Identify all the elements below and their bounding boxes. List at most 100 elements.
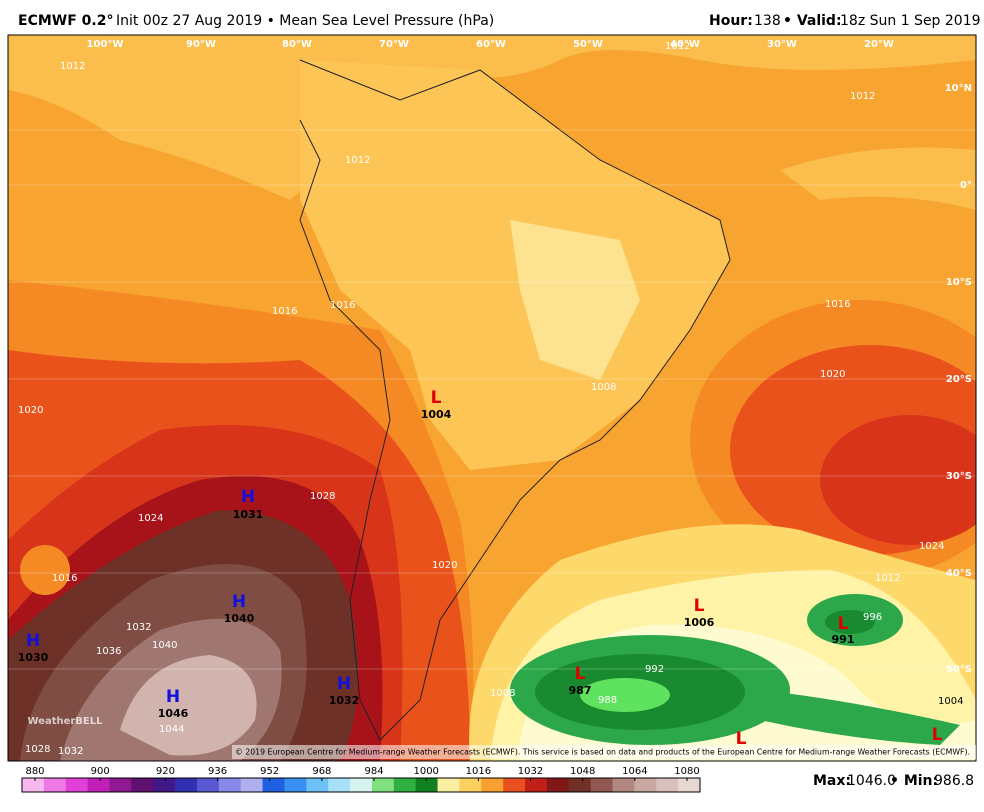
pressure-centers: H 1031 H 1040 H 1030 H 1046 H 1032 L 100…	[18, 388, 943, 749]
contour-label: 1012	[665, 41, 690, 52]
map-frame	[7, 34, 977, 762]
center-value: 1006	[684, 616, 715, 629]
colorbar-swatch	[218, 778, 242, 792]
copyright-bg	[232, 745, 976, 759]
model: ECMWF 0.2°	[18, 13, 113, 29]
center-value: 1031	[233, 508, 264, 521]
lon-label: 60°W	[476, 39, 506, 50]
low-symbol: L	[838, 614, 849, 634]
colorbar-swatch	[175, 778, 198, 792]
contour-label: 1016	[52, 573, 77, 584]
colorbar-swatch	[153, 778, 176, 792]
colorbar-swatch	[459, 778, 482, 792]
contour-label: 1020	[432, 560, 457, 571]
colorbar-frame	[21, 777, 701, 793]
colorbar-swatch	[65, 778, 89, 792]
colorbar-swatch	[43, 778, 67, 792]
lon-label: 20°W	[864, 39, 894, 50]
lat-label: 10°S	[946, 277, 972, 288]
contour-labels: 1012 1012 1012 1012 1016 1016 1016 1016 …	[18, 41, 963, 757]
lon-label: 70°W	[379, 39, 409, 50]
colorbar-swatch	[306, 778, 329, 792]
colorbar-tick-label: 880	[25, 766, 44, 777]
contour-label: 1012	[60, 61, 85, 72]
contour-label: 1036	[96, 646, 121, 657]
graticule-labels: 100°W 90°W 80°W 70°W 60°W 50°W 40°W 30°W…	[87, 39, 972, 675]
lon-label: 30°W	[767, 39, 797, 50]
colorbar-tick-label: 1048	[570, 766, 595, 777]
colorbar-swatch	[262, 778, 285, 792]
colorbar-swatch	[196, 778, 220, 792]
min-value: 986.8	[934, 773, 974, 789]
colorbar-tick-label: 1016	[466, 766, 491, 777]
center-value: 1032	[329, 694, 360, 707]
colorbar-swatch	[284, 778, 307, 792]
lat-label: 50°S	[946, 664, 972, 675]
contour-label: 1028	[25, 744, 50, 755]
contour-label: 1012	[850, 91, 875, 102]
colorbar-swatch	[503, 778, 526, 792]
lat-label: 40°S	[946, 568, 972, 579]
map	[8, 35, 976, 761]
lat-label: 10°N	[945, 83, 972, 94]
contour-label: 992	[645, 664, 664, 675]
copyright: © 2019 European Centre for Medium-range …	[235, 748, 970, 757]
colorbar-tick-label: 984	[364, 766, 383, 777]
colorbar: 880 900 920 936 952 968 984 1000 1016 1032 1048 106…	[22, 766, 701, 792]
colorbar-swatch	[678, 778, 701, 792]
high-symbol: H	[241, 487, 255, 507]
low-symbol: L	[736, 729, 747, 749]
colorbar-swatch	[109, 778, 132, 792]
contour-label: 1044	[159, 724, 184, 735]
lat-label: 0°	[960, 180, 972, 191]
colorbar-swatch	[87, 778, 110, 792]
colorbar-swatch	[22, 778, 45, 792]
lon-label: 50°W	[573, 39, 603, 50]
colorbar-swatch	[568, 778, 592, 792]
contour-label: 1016	[330, 300, 355, 311]
center-value: 1046	[158, 707, 189, 720]
lon-label: 90°W	[186, 39, 216, 50]
colorbar-swatch	[415, 778, 439, 792]
lat-label: 30°S	[946, 471, 972, 482]
high-symbol: H	[26, 631, 40, 651]
contour-label: 1016	[272, 306, 297, 317]
colorbar-tick-label: 968	[312, 766, 331, 777]
low-symbol: L	[575, 664, 586, 684]
contour-label: 1024	[919, 541, 944, 552]
logo: WeatherBELL	[27, 716, 103, 727]
colorbar-swatch	[240, 778, 264, 792]
contour-label: 1032	[58, 746, 83, 757]
colorbar-tick-label: 900	[91, 766, 110, 777]
colorbar-tick-label: 1064	[622, 766, 647, 777]
contour-label: 1040	[152, 640, 177, 651]
colorbar-swatch	[546, 778, 570, 792]
colorbar-swatch	[634, 778, 657, 792]
center-value: 991	[832, 633, 855, 646]
min-label: • Min:	[890, 773, 938, 789]
colorbar-tick-label: 1080	[674, 766, 699, 777]
colorbar-swatch	[437, 778, 460, 792]
hour: 138	[754, 13, 781, 29]
colorbar-swatch	[371, 778, 395, 792]
contour-label: 1028	[310, 491, 335, 502]
contour-label: 1004	[938, 696, 963, 707]
center-value: 1030	[18, 651, 49, 664]
high-symbol: H	[166, 687, 180, 707]
contour-label: 1012	[345, 155, 370, 166]
center-value: 1040	[224, 612, 255, 625]
center-value: 1004	[421, 408, 452, 421]
high-symbol: H	[337, 674, 351, 694]
lon-label: 100°W	[87, 39, 124, 50]
contour-label: 988	[598, 695, 617, 706]
lat-label: 20°S	[946, 374, 972, 385]
colorbar-tick-label: 920	[156, 766, 175, 777]
contour-label: 1024	[138, 513, 163, 524]
colorbar-swatch	[350, 778, 373, 792]
high-symbol: H	[232, 592, 246, 612]
lon-label: 40°W	[670, 39, 700, 50]
max-label: Max:	[813, 773, 851, 789]
low-symbol: L	[932, 725, 943, 745]
hour-label: Hour:	[709, 13, 753, 29]
contour-label: 1032	[126, 622, 151, 633]
